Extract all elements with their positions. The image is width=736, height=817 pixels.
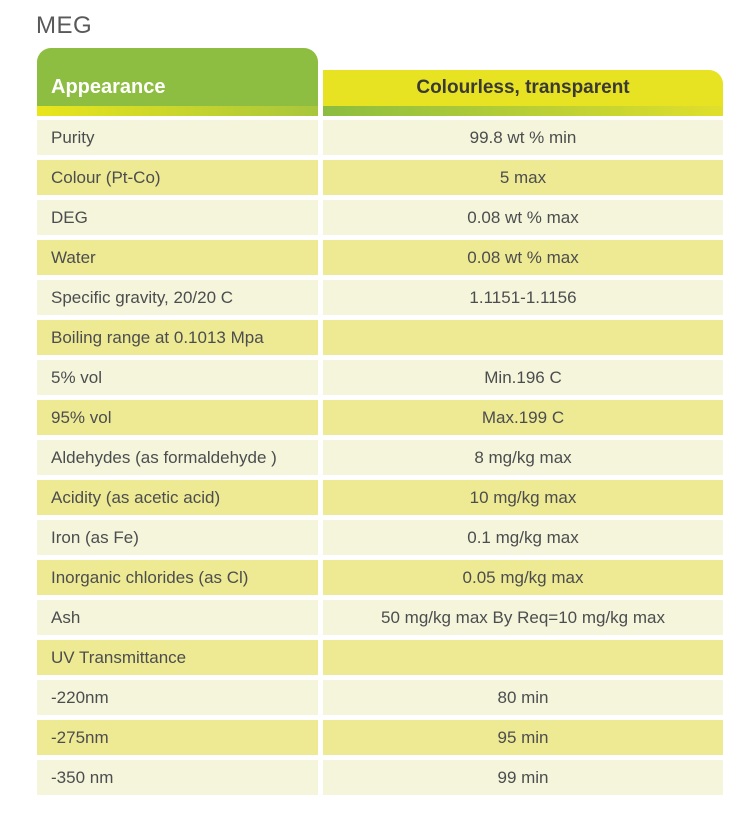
table-header-row: Appearance Colourless, transparent bbox=[37, 48, 723, 106]
value-cell: 95 min bbox=[323, 720, 723, 755]
value-cell: 0.05 mg/kg max bbox=[323, 560, 723, 595]
value-cell: 5 max bbox=[323, 160, 723, 195]
property-cell: 5% vol bbox=[37, 360, 318, 395]
value-cell: 0.08 wt % max bbox=[323, 240, 723, 275]
table-body: Purity 99.8 wt % min Colour (Pt-Co) 5 ma… bbox=[37, 120, 723, 795]
table-row: Boiling range at 0.1013 Mpa bbox=[37, 320, 723, 355]
property-cell: Inorganic chlorides (as Cl) bbox=[37, 560, 318, 595]
header-accent-strips bbox=[37, 106, 723, 116]
gradient-strip-right bbox=[323, 106, 723, 116]
property-cell: Aldehydes (as formaldehyde ) bbox=[37, 440, 318, 475]
property-cell: -275nm bbox=[37, 720, 318, 755]
table-row: -350 nm 99 min bbox=[37, 760, 723, 795]
table-row: Iron (as Fe) 0.1 mg/kg max bbox=[37, 520, 723, 555]
value-cell: 8 mg/kg max bbox=[323, 440, 723, 475]
property-cell: UV Transmittance bbox=[37, 640, 318, 675]
value-cell: 80 min bbox=[323, 680, 723, 715]
value-cell bbox=[323, 320, 723, 355]
header-cell-appearance: Appearance bbox=[37, 48, 318, 106]
table-row: -220nm 80 min bbox=[37, 680, 723, 715]
property-cell: Ash bbox=[37, 600, 318, 635]
table-row: Inorganic chlorides (as Cl) 0.05 mg/kg m… bbox=[37, 560, 723, 595]
table-row: DEG 0.08 wt % max bbox=[37, 200, 723, 235]
property-cell: 95% vol bbox=[37, 400, 318, 435]
table-row: -275nm 95 min bbox=[37, 720, 723, 755]
table-row: Purity 99.8 wt % min bbox=[37, 120, 723, 155]
property-cell: Iron (as Fe) bbox=[37, 520, 318, 555]
value-cell: 0.1 mg/kg max bbox=[323, 520, 723, 555]
property-cell: Purity bbox=[37, 120, 318, 155]
property-cell: Colour (Pt-Co) bbox=[37, 160, 318, 195]
table-row: UV Transmittance bbox=[37, 640, 723, 675]
page-title: MEG bbox=[36, 12, 93, 39]
value-cell: 0.08 wt % max bbox=[323, 200, 723, 235]
table-row: Specific gravity, 20/20 C 1.1151-1.1156 bbox=[37, 280, 723, 315]
property-cell: DEG bbox=[37, 200, 318, 235]
value-cell: Max.199 C bbox=[323, 400, 723, 435]
property-cell: Boiling range at 0.1013 Mpa bbox=[37, 320, 318, 355]
value-cell: 50 mg/kg max By Req=10 mg/kg max bbox=[323, 600, 723, 635]
spec-table: Appearance Colourless, transparent Purit… bbox=[37, 48, 723, 800]
table-row: Acidity (as acetic acid) 10 mg/kg max bbox=[37, 480, 723, 515]
value-cell: 99.8 wt % min bbox=[323, 120, 723, 155]
table-row: Colour (Pt-Co) 5 max bbox=[37, 160, 723, 195]
property-cell: -350 nm bbox=[37, 760, 318, 795]
value-cell: 1.1151-1.1156 bbox=[323, 280, 723, 315]
property-cell: Specific gravity, 20/20 C bbox=[37, 280, 318, 315]
table-row: Water 0.08 wt % max bbox=[37, 240, 723, 275]
table-row: Aldehydes (as formaldehyde ) 8 mg/kg max bbox=[37, 440, 723, 475]
gradient-strip-left bbox=[37, 106, 318, 116]
property-cell: Acidity (as acetic acid) bbox=[37, 480, 318, 515]
value-cell: 99 min bbox=[323, 760, 723, 795]
property-cell: -220nm bbox=[37, 680, 318, 715]
table-row: 5% vol Min.196 C bbox=[37, 360, 723, 395]
property-cell: Water bbox=[37, 240, 318, 275]
value-cell bbox=[323, 640, 723, 675]
header-cell-appearance-value: Colourless, transparent bbox=[323, 70, 723, 106]
value-cell: Min.196 C bbox=[323, 360, 723, 395]
table-row: Ash 50 mg/kg max By Req=10 mg/kg max bbox=[37, 600, 723, 635]
table-row: 95% vol Max.199 C bbox=[37, 400, 723, 435]
value-cell: 10 mg/kg max bbox=[323, 480, 723, 515]
